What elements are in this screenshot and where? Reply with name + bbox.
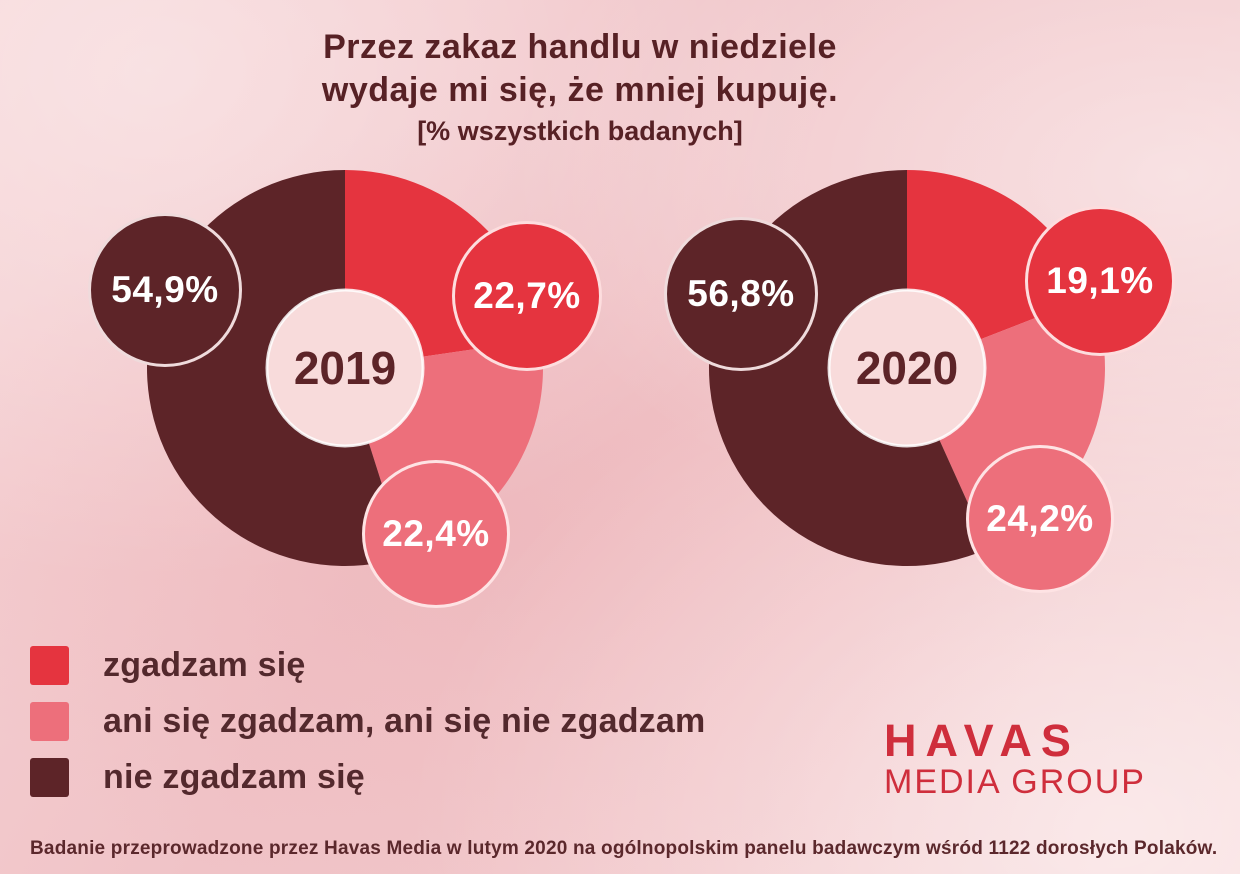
title-subtitle: [% wszystkich badanych] xyxy=(417,116,743,146)
callout-2020-agree: 19,1% xyxy=(1025,206,1175,356)
chart-title-block: Przez zakaz handlu w niedziele wydaje mi… xyxy=(0,26,1160,148)
havas-logo-subline: MEDIA GROUP xyxy=(884,763,1146,801)
legend: zgadzam się ani się zgadzam, ani się nie… xyxy=(30,646,705,797)
title-line-2: wydaje mi się, że mniej kupuję. xyxy=(321,71,839,109)
legend-label-agree: zgadzam się xyxy=(103,646,306,684)
survey-footnote: Badanie przeprowadzone przez Havas Media… xyxy=(30,838,1218,859)
callout-2020-disagree-value: 56,8% xyxy=(687,273,795,314)
legend-item-neutral: ani się zgadzam, ani się nie zgadzam xyxy=(30,702,705,741)
callout-2019-neutral-value: 22,4% xyxy=(382,513,490,554)
callout-2019-disagree-value: 54,9% xyxy=(111,269,219,310)
havas-media-group-logo: HAVAS MEDIA GROUP xyxy=(884,715,1146,801)
legend-item-disagree: nie zgadzam się xyxy=(30,758,705,797)
callout-2019-agree-value: 22,7% xyxy=(473,275,581,316)
donut-chart-2020: 2020 56,8% 19,1% 24,2% xyxy=(664,168,1175,593)
donut-2020-year-label: 2020 xyxy=(855,342,959,394)
callout-2019-disagree: 54,9% xyxy=(88,213,242,367)
callout-2019-neutral: 22,4% xyxy=(362,460,510,608)
legend-swatch-agree xyxy=(30,646,69,685)
donut-hole xyxy=(265,288,425,448)
legend-item-agree: zgadzam się xyxy=(30,646,705,685)
callout-2020-disagree: 56,8% xyxy=(664,217,818,371)
callout-2020-neutral-value: 24,2% xyxy=(986,498,1094,539)
legend-swatch-disagree xyxy=(30,758,69,797)
callout-2020-neutral: 24,2% xyxy=(966,445,1114,593)
havas-logo-wordmark: HAVAS xyxy=(884,715,1080,766)
callout-2020-agree-value: 19,1% xyxy=(1046,260,1154,301)
donut-hole xyxy=(827,288,987,448)
donut-chart-2019: 2019 54,9% 22,7% 22,4% xyxy=(88,168,602,608)
legend-label-disagree: nie zgadzam się xyxy=(103,758,365,796)
legend-label-neutral: ani się zgadzam, ani się nie zgadzam xyxy=(103,702,706,740)
callout-2019-agree: 22,7% xyxy=(452,221,602,371)
donut-2019-year-label: 2019 xyxy=(293,342,397,394)
legend-swatch-neutral xyxy=(30,702,69,741)
title-line-1: Przez zakaz handlu w niedziele xyxy=(323,28,837,66)
